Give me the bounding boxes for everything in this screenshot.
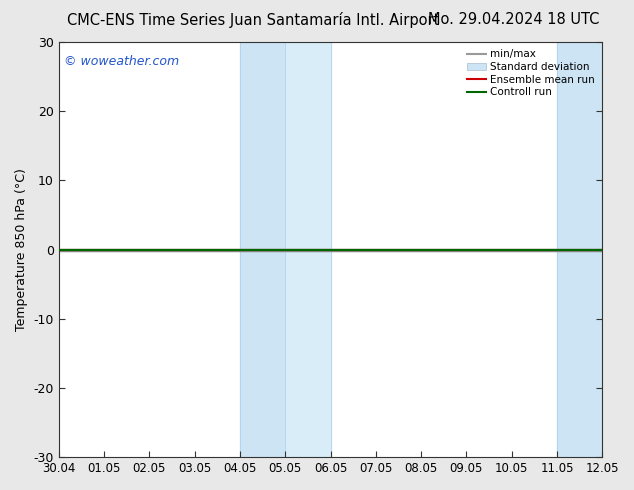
- Bar: [240, 42, 285, 457]
- Bar: [285, 42, 330, 457]
- Text: Mo. 29.04.2024 18 UTC: Mo. 29.04.2024 18 UTC: [428, 12, 599, 27]
- Y-axis label: Temperature 850 hPa (°C): Temperature 850 hPa (°C): [15, 168, 28, 331]
- Text: CMC-ENS Time Series Juan Santamaría Intl. Airport: CMC-ENS Time Series Juan Santamaría Intl…: [67, 12, 440, 28]
- Text: © woweather.com: © woweather.com: [64, 54, 179, 68]
- Bar: [557, 42, 602, 457]
- Legend: min/max, Standard deviation, Ensemble mean run, Controll run: min/max, Standard deviation, Ensemble me…: [465, 47, 597, 99]
